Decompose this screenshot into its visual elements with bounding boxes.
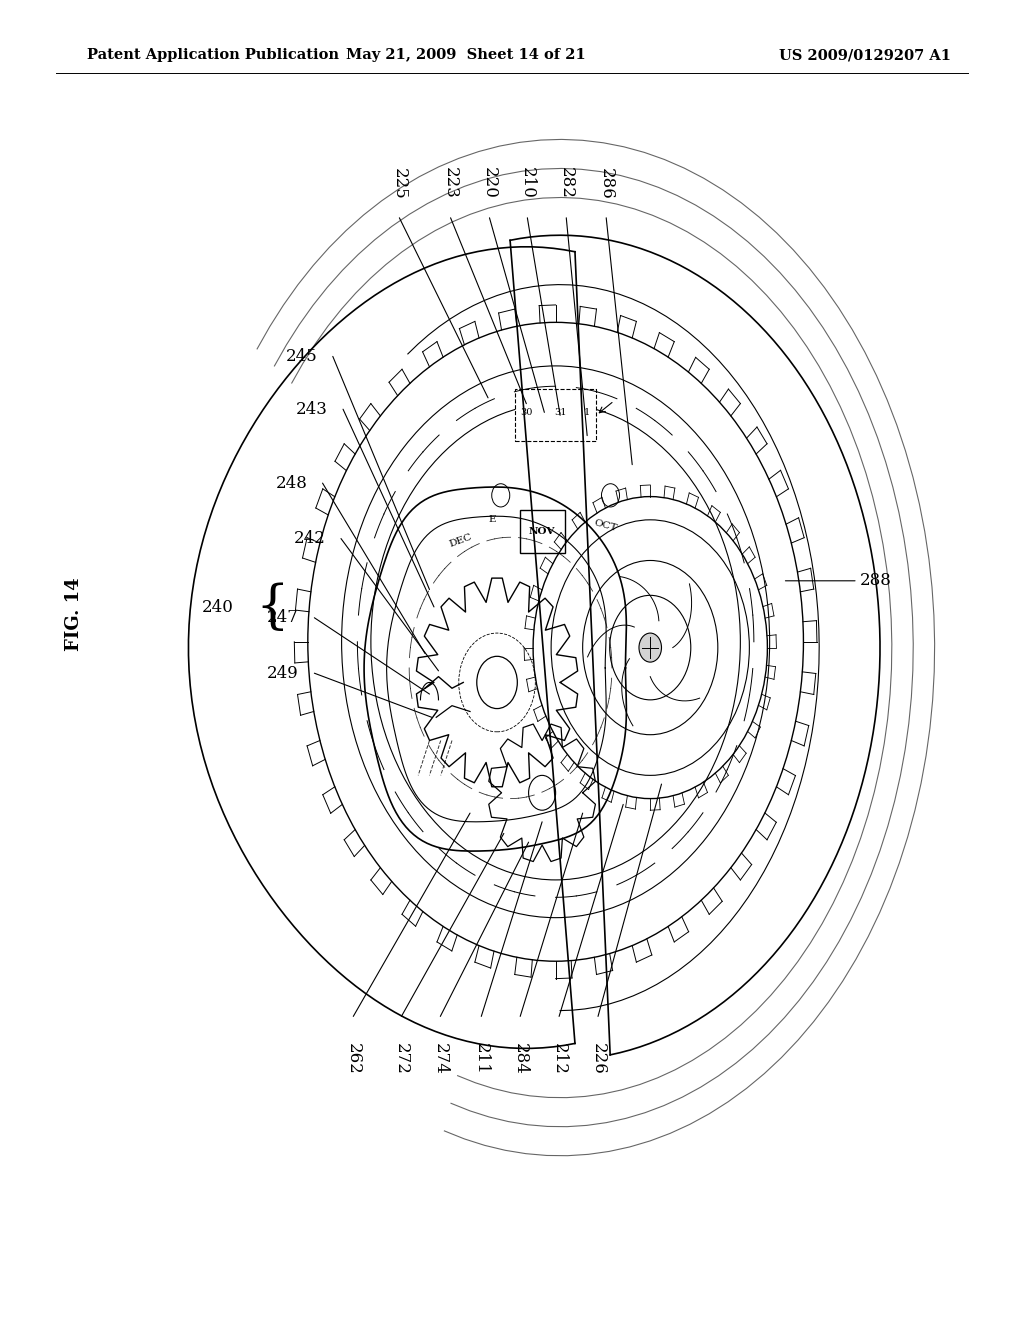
Text: 30: 30 <box>520 408 532 417</box>
Text: 220: 220 <box>481 168 498 199</box>
Text: 211: 211 <box>473 1043 489 1074</box>
Text: 226: 226 <box>590 1043 606 1074</box>
Text: OCT: OCT <box>593 519 617 533</box>
Text: 242: 242 <box>294 531 326 546</box>
Text: 247: 247 <box>267 610 299 626</box>
Text: 282: 282 <box>558 168 574 199</box>
Text: Patent Application Publication: Patent Application Publication <box>87 49 339 62</box>
Text: FIG. 14: FIG. 14 <box>65 577 83 651</box>
Text: 243: 243 <box>296 401 328 417</box>
Text: 210: 210 <box>519 168 536 199</box>
Text: 245: 245 <box>286 348 317 364</box>
Text: 288: 288 <box>860 573 892 589</box>
FancyBboxPatch shape <box>515 389 596 441</box>
Circle shape <box>639 634 662 663</box>
Text: E: E <box>488 515 497 524</box>
Text: 240: 240 <box>202 599 233 615</box>
FancyBboxPatch shape <box>519 510 564 553</box>
Text: 248: 248 <box>275 475 307 491</box>
Text: 1: 1 <box>584 408 590 417</box>
Text: May 21, 2009  Sheet 14 of 21: May 21, 2009 Sheet 14 of 21 <box>346 49 586 62</box>
Text: 284: 284 <box>512 1043 528 1074</box>
Text: NOV: NOV <box>529 527 555 536</box>
Text: 249: 249 <box>267 665 299 681</box>
Text: 262: 262 <box>345 1043 361 1074</box>
Text: 31: 31 <box>554 408 566 417</box>
Text: 286: 286 <box>598 168 614 199</box>
Text: {: { <box>256 582 289 632</box>
Text: 272: 272 <box>393 1043 410 1074</box>
Text: US 2009/0129207 A1: US 2009/0129207 A1 <box>779 49 951 62</box>
Text: 225: 225 <box>391 168 408 199</box>
Text: 274: 274 <box>432 1043 449 1074</box>
Text: 212: 212 <box>551 1043 567 1074</box>
Text: DEC: DEC <box>449 532 474 548</box>
Text: 223: 223 <box>442 168 459 199</box>
